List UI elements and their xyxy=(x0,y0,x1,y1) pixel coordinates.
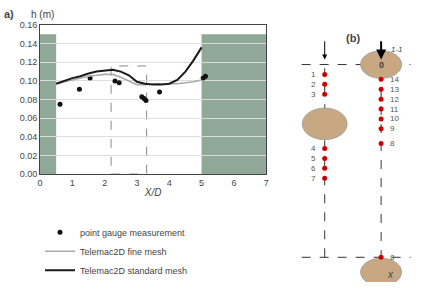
svg-text:0.06: 0.06 xyxy=(20,113,38,123)
svg-text:7: 7 xyxy=(311,174,316,183)
svg-text:1: 1 xyxy=(311,70,316,79)
svg-text:8: 8 xyxy=(390,139,395,148)
svg-text:0.12: 0.12 xyxy=(20,57,38,67)
svg-text:0: 0 xyxy=(379,60,384,70)
svg-text:0.14: 0.14 xyxy=(20,39,38,49)
svg-text:7: 7 xyxy=(264,178,269,188)
svg-text:Telemac2D standard mesh: Telemac2D standard mesh xyxy=(80,266,187,276)
svg-text:0.08: 0.08 xyxy=(20,95,38,105)
svg-text:5: 5 xyxy=(311,154,316,163)
svg-text:12: 12 xyxy=(390,95,399,104)
svg-text:3: 3 xyxy=(311,90,316,99)
svg-text:point gauge measurement: point gauge measurement xyxy=(80,228,185,238)
svg-text:11: 11 xyxy=(390,105,399,114)
svg-text:4: 4 xyxy=(311,144,316,153)
svg-text:x: x xyxy=(387,269,394,280)
svg-text:0.16: 0.16 xyxy=(20,20,38,30)
svg-text:0.02: 0.02 xyxy=(20,151,38,161)
svg-text:10: 10 xyxy=(390,114,399,123)
svg-text:0.00: 0.00 xyxy=(20,169,38,179)
svg-text:1: 1 xyxy=(70,178,75,188)
svg-text:h (m): h (m) xyxy=(31,9,54,20)
svg-text:1-1: 1-1 xyxy=(391,45,403,54)
svg-text:Telemac2D fine mesh: Telemac2D fine mesh xyxy=(80,247,167,257)
svg-text:5: 5 xyxy=(199,178,204,188)
svg-text:6: 6 xyxy=(231,178,236,188)
svg-text:8: 8 xyxy=(390,253,395,262)
svg-text:a): a) xyxy=(4,8,14,20)
svg-text:9: 9 xyxy=(390,124,395,133)
svg-text:6: 6 xyxy=(311,164,316,173)
svg-text:0: 0 xyxy=(37,178,42,188)
svg-text:2: 2 xyxy=(102,178,107,188)
svg-text:X/D: X/D xyxy=(144,187,162,198)
svg-text:4: 4 xyxy=(167,178,172,188)
svg-text:14: 14 xyxy=(390,75,399,84)
svg-text:0.04: 0.04 xyxy=(20,132,38,142)
svg-text:(b): (b) xyxy=(346,32,360,44)
svg-text:2: 2 xyxy=(311,80,316,89)
svg-text:3: 3 xyxy=(134,178,139,188)
svg-text:0.10: 0.10 xyxy=(20,76,38,86)
svg-text:13: 13 xyxy=(390,85,399,94)
